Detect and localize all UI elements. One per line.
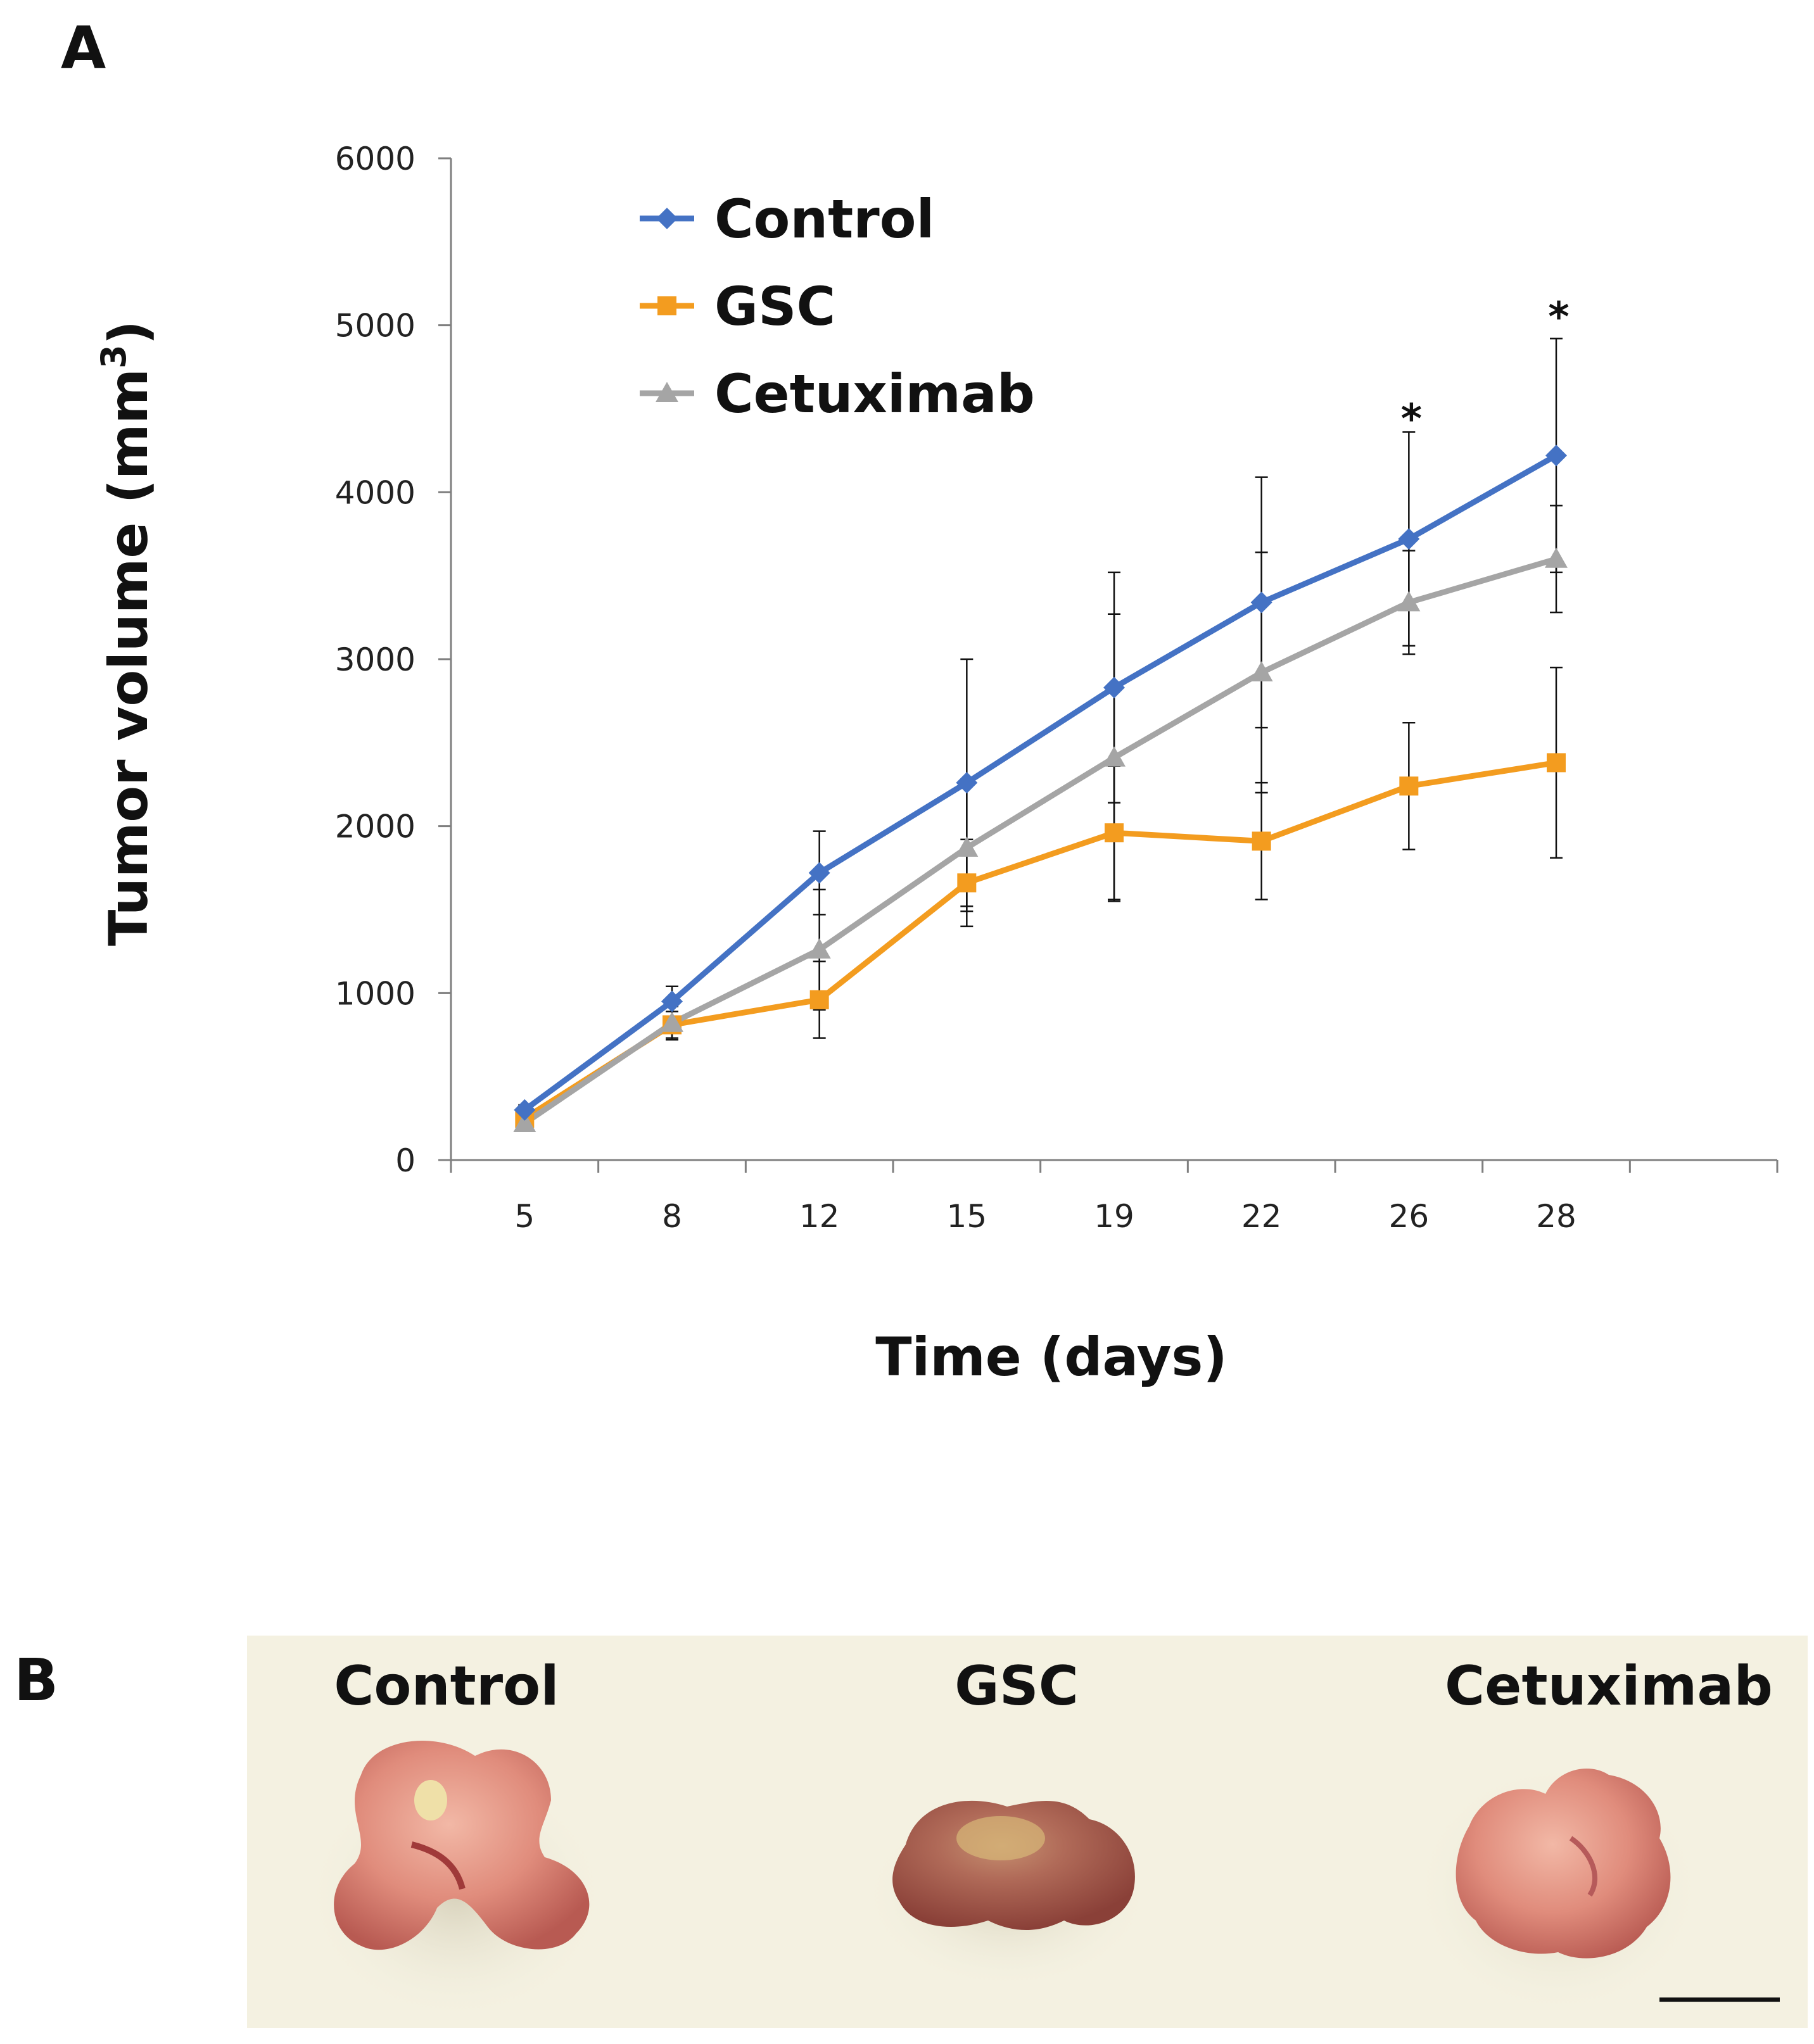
x-tick-label: 26 [1389, 1198, 1430, 1235]
data-point-cetuximab [1103, 746, 1126, 767]
data-point-cetuximab [1397, 591, 1421, 612]
data-point-gsc [1547, 753, 1566, 773]
y-tick-label: 3000 [335, 641, 415, 678]
legend-marker-cetuximab [656, 382, 678, 402]
y-axis-title-main: Tumor volume (mm [98, 369, 160, 946]
data-point-cetuximab [1250, 661, 1273, 682]
data-point-cetuximab [661, 1011, 683, 1032]
legend-label-control: Control [714, 188, 934, 250]
y-tick-labels: 0 1000 2000 3000 4000 5000 6000 [335, 141, 415, 1179]
y-tick-label: 4000 [335, 474, 415, 511]
significance-annotations: ** [1401, 294, 1570, 443]
data-point-control [956, 772, 978, 794]
panel-b-label: B [14, 1646, 59, 1714]
photo-label-gsc: GSC [955, 1655, 1079, 1718]
data-point-cetuximab [1545, 547, 1568, 568]
data-point-cetuximab [808, 938, 831, 959]
series-markers [513, 445, 1568, 1132]
x-tick-label: 12 [799, 1198, 840, 1235]
photo-label-cetuximab: Cetuximab [1445, 1655, 1773, 1718]
legend-marker-control [656, 208, 678, 229]
data-point-gsc [1105, 823, 1124, 843]
legend-marker-gsc [657, 296, 676, 315]
photo-label-control: Control [334, 1655, 559, 1718]
x-tick-label: 8 [662, 1198, 682, 1235]
data-point-control [1545, 445, 1567, 467]
y-axis-title-suffix: ) [98, 320, 160, 344]
data-point-control [1103, 676, 1125, 698]
data-point-gsc [957, 873, 977, 893]
y-tick-label: 1000 [335, 975, 415, 1012]
series-line-cetuximab [523, 556, 1557, 1126]
series-lines [523, 453, 1558, 1126]
y-tick-label: 2000 [335, 809, 415, 845]
y-axis-title-superscript: 3 [94, 344, 134, 369]
significance-asterisk: * [1401, 396, 1422, 443]
data-point-control [661, 990, 683, 1013]
legend-label-gsc: GSC [714, 275, 835, 338]
x-tick-label: 15 [947, 1198, 987, 1235]
data-point-gsc [1252, 831, 1271, 851]
chart-legend: Control GSC Cetuximab [640, 188, 1035, 425]
y-tick-label: 6000 [335, 141, 415, 177]
data-point-control [808, 862, 830, 884]
data-point-gsc [1399, 776, 1419, 796]
control-tumor-image [304, 1741, 608, 2022]
data-point-gsc [809, 990, 829, 1009]
x-tick-label: 5 [514, 1198, 535, 1235]
x-axis-title: Time (days) [875, 1326, 1227, 1388]
y-tick-label: 0 [395, 1142, 415, 1179]
x-tick-label: 28 [1536, 1198, 1576, 1235]
panel-a-label: A [61, 14, 106, 82]
data-point-control [514, 1099, 536, 1121]
x-tick-label: 19 [1094, 1198, 1134, 1235]
data-point-control [1250, 591, 1272, 614]
tumor-photo [247, 1636, 1808, 2028]
data-point-control [1398, 528, 1420, 550]
x-tick-label: 22 [1241, 1198, 1282, 1235]
x-tick-labels: 5 8 12 15 19 22 26 28 [514, 1198, 1576, 1235]
series-line-control [523, 453, 1558, 1113]
legend-label-cetuximab: Cetuximab [714, 363, 1035, 425]
y-axis-title: Tumor volume (mm3) [94, 320, 160, 946]
series-line-gsc [523, 760, 1557, 1121]
cetuximab-tumor-image [1412, 1762, 1704, 2016]
y-tick-label: 5000 [335, 308, 415, 344]
data-point-cetuximab [955, 836, 979, 857]
data-point-cetuximab [513, 1111, 536, 1132]
tumor-volume-chart: 0 1000 2000 3000 4000 5000 6000 5 8 12 15 19 22 26 28… [94, 141, 1779, 1388]
gsc-tumor-image [861, 1800, 1153, 1990]
chart-axes [438, 157, 1779, 1173]
significance-asterisk: * [1548, 294, 1569, 341]
